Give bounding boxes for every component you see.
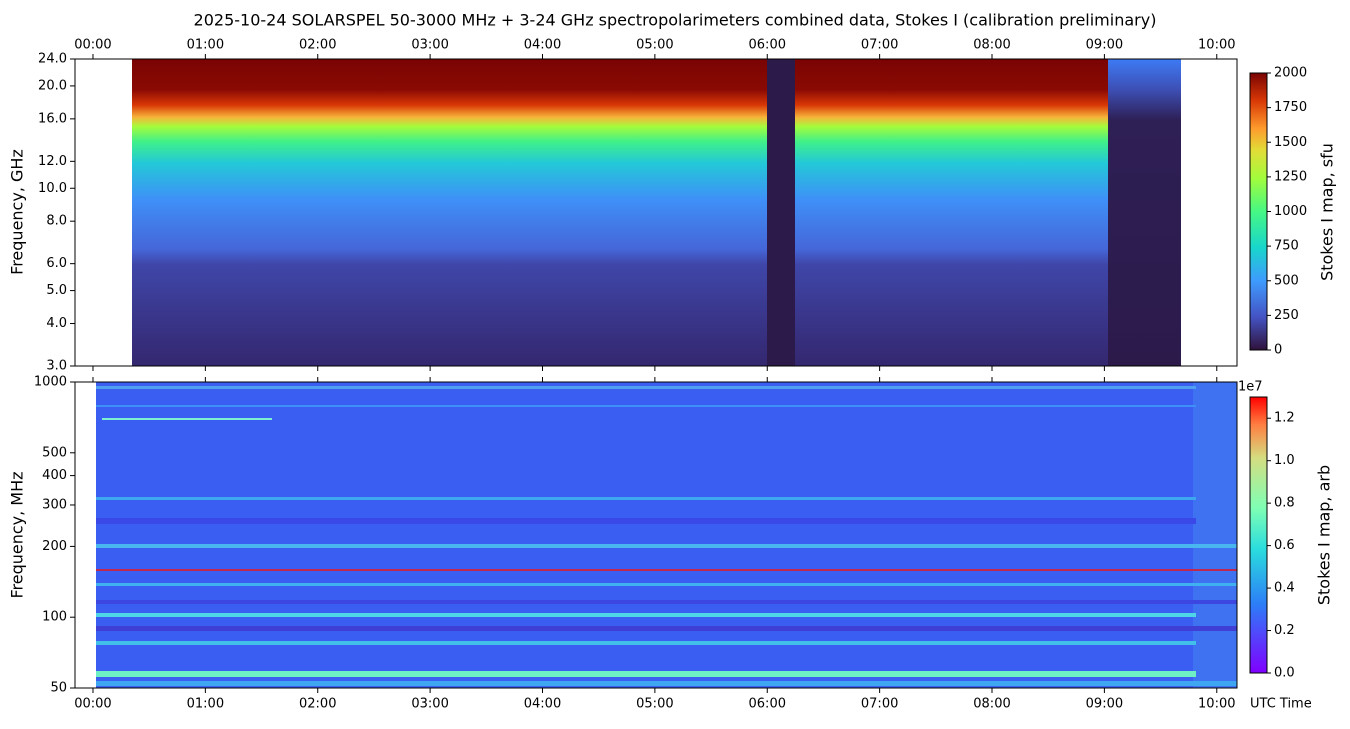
colorbar-label: Stokes I map, arb (1315, 465, 1334, 605)
band (96, 518, 1196, 524)
colorbar-tick-label: 500 (1274, 273, 1299, 288)
colorbar-tick-label: 0.8 (1274, 496, 1295, 511)
band (96, 497, 1196, 500)
colorbar-tick-label: 1250 (1274, 169, 1307, 184)
band (96, 569, 1237, 571)
y-tick-label: 10.0 (38, 181, 67, 196)
y-tick-label: 1000 (34, 375, 67, 390)
spectrogram-ghz (132, 59, 1181, 366)
colorbar-tick-label: 2000 (1274, 66, 1307, 81)
colorbar-tick-label: 1000 (1274, 204, 1307, 219)
y-tick-label: 12.0 (38, 154, 67, 169)
x-tick-label: 00:00 (74, 697, 111, 712)
colorbar-tick-label: 1.2 (1274, 411, 1295, 426)
band (96, 544, 1237, 548)
x-tick-label: 03:00 (411, 38, 448, 53)
plot-frame (74, 58, 1238, 367)
x-tick-label: 02:00 (299, 697, 336, 712)
x-tick-label: 01:00 (187, 38, 224, 53)
colorbar-tick-label: 0.0 (1274, 666, 1295, 681)
y-tick-label: 5.0 (46, 283, 67, 298)
x-tick-label: 08:00 (973, 697, 1010, 712)
spectrogram-mhz (96, 382, 1237, 688)
x-tick-label: 05:00 (636, 697, 673, 712)
band (96, 671, 1196, 677)
x-tick-label: 03:00 (411, 697, 448, 712)
x-tick-label: 06:00 (749, 38, 786, 53)
y-tick-label: 100 (42, 610, 67, 625)
x-tick-label: 10:00 (1198, 697, 1235, 712)
colorbar-label: Stokes I map, sfu (1318, 143, 1337, 281)
colorbar-tick-label: 750 (1274, 239, 1299, 254)
colorbar-tick-label: 0.4 (1274, 581, 1295, 596)
band (96, 405, 1196, 407)
x-tick-label: 07:00 (861, 697, 898, 712)
band (96, 626, 1237, 631)
y-tick-label: 3.0 (46, 359, 67, 374)
colorbar-offset: 1e7 (1238, 380, 1263, 395)
y-tick-label: 16.0 (38, 111, 67, 126)
x-tick-label: 07:00 (861, 38, 898, 53)
x-tick-label: 06:00 (749, 697, 786, 712)
spectrogram-gap (767, 59, 795, 366)
y-axis-label: Frequency, MHz (8, 471, 27, 598)
colorbar-tick-label: 1.0 (1274, 453, 1295, 468)
y-tick-label: 4.0 (46, 316, 67, 331)
band (102, 418, 272, 420)
x-tick-label: 08:00 (973, 38, 1010, 53)
spectrogram-image (96, 382, 1237, 688)
plot-frame (74, 381, 1238, 689)
y-axis-label: Frequency, GHz (8, 149, 27, 275)
colorbar-tick-label: 1750 (1274, 100, 1307, 115)
y-tick-label: 300 (42, 497, 67, 512)
spectrogram-image (1108, 59, 1181, 366)
colorbar-tick-label: 0.2 (1274, 623, 1295, 638)
band (96, 613, 1196, 617)
y-tick-label: 20.0 (38, 78, 67, 93)
y-tick-label: 400 (42, 468, 67, 483)
x-tick-label: 02:00 (299, 38, 336, 53)
y-tick-label: 50 (50, 681, 67, 696)
band (96, 600, 1237, 604)
colorbar-tick-label: 0 (1274, 343, 1282, 358)
colorbar-tick-label: 250 (1274, 308, 1299, 323)
y-tick-label: 8.0 (46, 214, 67, 229)
spectrogram-image (795, 59, 1108, 366)
band (96, 681, 1237, 686)
band (96, 386, 1196, 389)
x-tick-label: 05:00 (636, 38, 673, 53)
colorbar-tick-label: 1500 (1274, 135, 1307, 150)
x-tick-label: 04:00 (524, 38, 561, 53)
x-tick-label: 04:00 (524, 697, 561, 712)
x-axis-label: UTC Time (1250, 697, 1312, 712)
x-tick-label: 09:00 (1086, 38, 1123, 53)
y-tick-label: 6.0 (46, 256, 67, 271)
chart-title: 2025-10-24 SOLARSPEL 50-3000 MHz + 3-24 … (194, 11, 1157, 30)
colorbar (1249, 396, 1268, 674)
x-tick-label: 00:00 (74, 38, 111, 53)
spectrogram-image (1193, 382, 1237, 688)
x-tick-label: 01:00 (187, 697, 224, 712)
band (96, 583, 1237, 586)
x-tick-label: 09:00 (1086, 697, 1123, 712)
colorbar-tick-label: 0.6 (1274, 538, 1295, 553)
y-tick-label: 24.0 (38, 52, 67, 67)
y-tick-label: 500 (42, 445, 67, 460)
spectrogram-image (132, 59, 767, 366)
colorbar (1249, 72, 1268, 351)
band (96, 641, 1196, 645)
y-tick-label: 200 (42, 539, 67, 554)
x-tick-label: 10:00 (1198, 38, 1235, 53)
